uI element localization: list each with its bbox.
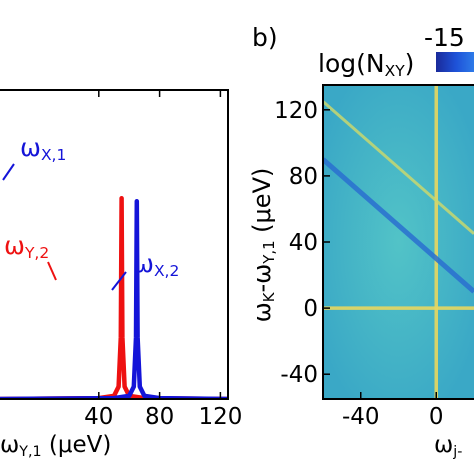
- x-tick-label: 80: [145, 404, 174, 430]
- plot-frame: [0, 89, 229, 400]
- x-tick-label: 40: [84, 404, 113, 430]
- x-tick-label: 120: [198, 404, 242, 430]
- y-tick-label: 40: [289, 230, 318, 256]
- y-tick-label: 0: [303, 296, 318, 322]
- leader-line: [111, 271, 127, 291]
- colorbar: [436, 52, 474, 72]
- panel-label: b): [252, 23, 278, 52]
- series-label: ωY,2: [4, 231, 49, 262]
- y-tick-label: -40: [280, 362, 318, 388]
- leader-line: [2, 163, 15, 181]
- heatmap-panel: -40 0 40 80 120 -40 0 b) -15 log(NXY) ωK-ωY,1 (μeV…: [248, 23, 474, 460]
- series-line-2: [0, 198, 228, 399]
- series-label: ωX,2: [133, 249, 179, 280]
- x-tick-label: 0: [429, 404, 444, 430]
- x-tick-label: -40: [342, 404, 380, 430]
- leader-line: [47, 261, 57, 281]
- heatmap-background: [323, 85, 474, 399]
- x-axis-label: ωY,1 (μeV): [0, 432, 111, 460]
- spectrum-panel: 40 80 120 ωY,2 ωX,2 ωX,1 ωY,1 (μeV): [0, 89, 242, 460]
- y-tick-label: 120: [274, 98, 318, 124]
- heatmap-feature: [323, 157, 474, 294]
- y-axis-label: ωK-ωY,1 (μeV): [248, 168, 278, 323]
- x-axis-label: ωj-: [434, 432, 462, 460]
- series-line-1: [0, 195, 228, 399]
- y-tick-label: 80: [289, 164, 318, 190]
- annotation-label: ωX,1: [20, 133, 66, 164]
- colorbar-label: log(NXY): [318, 49, 414, 80]
- heatmap-feature: [323, 100, 474, 235]
- colorbar-tick-label: -15: [424, 23, 465, 52]
